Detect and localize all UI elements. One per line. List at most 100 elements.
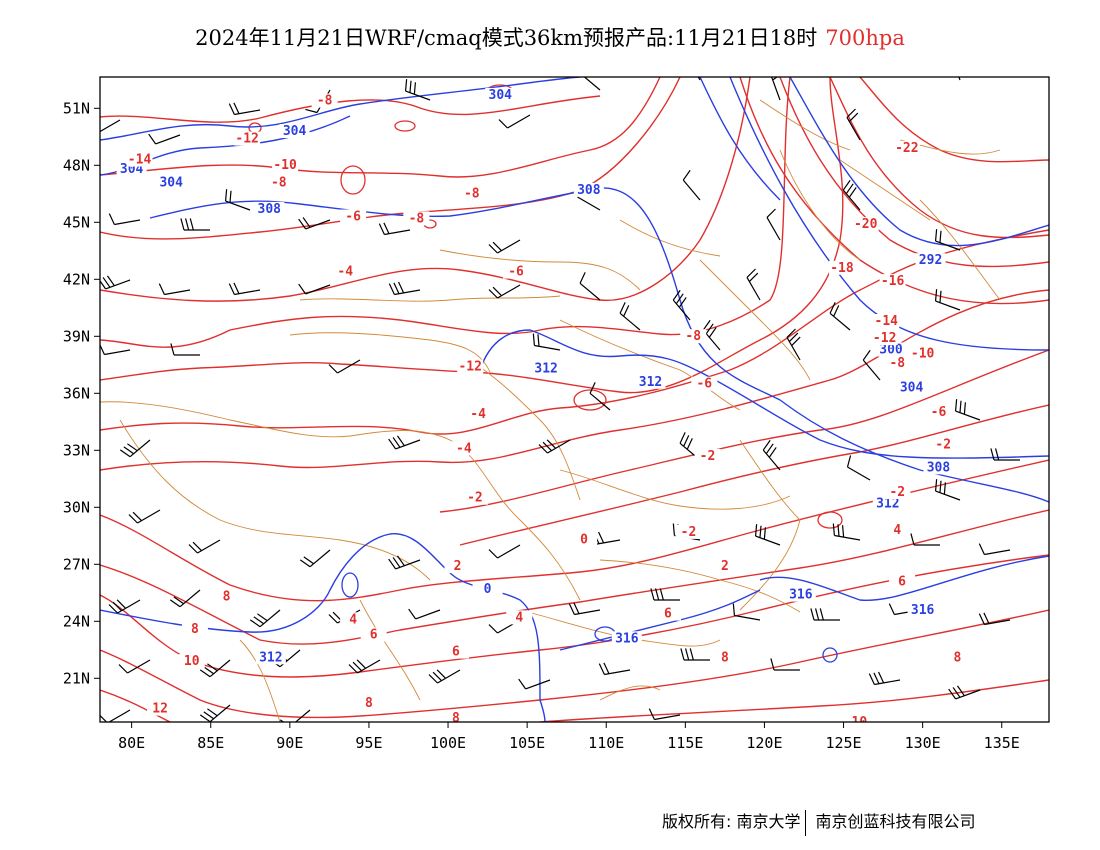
geopotential-label: 312 (259, 650, 282, 665)
temperature-label: 4 (515, 610, 523, 625)
lon-tick-label: 115E (667, 734, 703, 752)
wind-barb-feather (934, 289, 938, 302)
wind-barb-feather (684, 648, 690, 661)
wind-barb-shaft (770, 77, 781, 101)
wind-barb-feather (956, 685, 965, 697)
wind-barb-feather (939, 230, 942, 243)
geopotential-contour (100, 533, 546, 722)
temperature-label-bg (925, 405, 952, 420)
wind-barb-feather (298, 283, 307, 295)
temperature-isotherm (100, 554, 1049, 678)
geopotential-contour (729, 77, 1049, 351)
wind-barb (108, 599, 141, 614)
wind-barb (388, 555, 421, 570)
province-border (100, 401, 581, 601)
wind-barb-feather (682, 169, 691, 181)
wind-barb (100, 709, 131, 722)
wind-barb-feather (679, 432, 686, 444)
wind-barb-feather (846, 455, 852, 468)
geopotential-contours (100, 77, 1049, 722)
wind-barb-feather (687, 49, 695, 57)
wind-barb-feather (953, 53, 963, 60)
wind-barb-feather (233, 102, 240, 114)
geopotential-label-bg (485, 87, 516, 102)
temperature-label: -2 (935, 438, 951, 453)
wind-barb-shaft (507, 114, 531, 129)
wind-barb-feather (680, 648, 685, 661)
wind-barb (934, 289, 961, 311)
wind-barb-feather (233, 282, 240, 294)
wind-barb-shaft (583, 77, 601, 91)
wind-barb-feather (705, 323, 714, 335)
wind-barb-feather (763, 527, 767, 540)
wind-barb (279, 709, 311, 722)
wind-barb-feather (348, 664, 358, 674)
province-border (779, 149, 861, 261)
wind-barb (249, 609, 281, 628)
wind-barb-shaft (305, 219, 331, 230)
temperature-isotherm (539, 679, 1049, 722)
wind-barb-feather (492, 241, 502, 252)
province-border (599, 685, 661, 701)
wind-barb-feather (100, 279, 107, 290)
wind-barb-feather (392, 437, 401, 448)
wind-barb (228, 282, 261, 296)
lon-tick-label: 90E (276, 734, 303, 752)
geopotential-label: 312 (639, 375, 662, 390)
wind-barb-feather (388, 283, 395, 295)
temperature-label: -8 (889, 356, 905, 371)
wind-barb-feather (833, 305, 840, 317)
temperature-label: 4 (893, 523, 901, 538)
wind-barb-feather (675, 293, 684, 305)
wind-barb (199, 659, 231, 678)
wind-barb (148, 133, 181, 145)
wind-barb-feather (328, 364, 338, 374)
temperature-label: 6 (898, 574, 906, 589)
wind-barb (299, 549, 331, 568)
geopotential-label: 308 (258, 202, 282, 217)
temperature-label-bg (506, 610, 533, 625)
wind-barb (188, 539, 221, 554)
wind-barb-feather (837, 524, 840, 537)
wind-barb-shaft (746, 277, 761, 301)
wind-barb-shaft (766, 217, 781, 241)
wind-barb-feather (597, 531, 605, 544)
wind-barb (378, 222, 411, 236)
temperature-label-bg (213, 589, 240, 604)
wind-barb-feather (532, 333, 535, 346)
wind-barb-feather (542, 441, 552, 452)
temperature-isotherm (100, 459, 1049, 602)
wind-barb-feather (814, 608, 820, 621)
temperature-closed-contour (394, 120, 416, 132)
geopotential-label-bg (573, 182, 604, 197)
wind-barb (648, 708, 681, 721)
geopotential-closed-contour (341, 572, 359, 598)
lon-tick-label: 95E (355, 734, 382, 752)
geopotential-label: 312 (534, 362, 557, 377)
wind-barb (119, 439, 151, 458)
wind-barb-shaft (734, 614, 761, 621)
wind-barb-feather (397, 281, 405, 294)
lon-tick-label: 125E (825, 734, 861, 752)
province-border (619, 219, 721, 257)
temperature-closed-contour (817, 511, 843, 529)
wind-barb-feather (619, 302, 626, 314)
temperature-label: 6 (370, 628, 378, 643)
wind-barb-feather (768, 447, 777, 458)
wind-barb (388, 281, 421, 296)
wind-barb (990, 448, 1020, 461)
temperature-label-bg (930, 437, 957, 452)
wind-barb (583, 77, 601, 91)
temperature-label-bg (680, 329, 707, 344)
wind-barb-shaft (862, 359, 881, 381)
wind-barb-feather (257, 613, 268, 622)
wind-barb-feather (207, 708, 218, 717)
wind-barb-feather (939, 480, 942, 493)
wind-barb-feather (954, 57, 964, 64)
wind-barb-feather (118, 664, 128, 674)
wind-barb (953, 53, 964, 81)
wind-barb-shaft (305, 284, 331, 295)
geopotential-contour (149, 187, 1049, 503)
wind-barb-feather (659, 588, 664, 601)
